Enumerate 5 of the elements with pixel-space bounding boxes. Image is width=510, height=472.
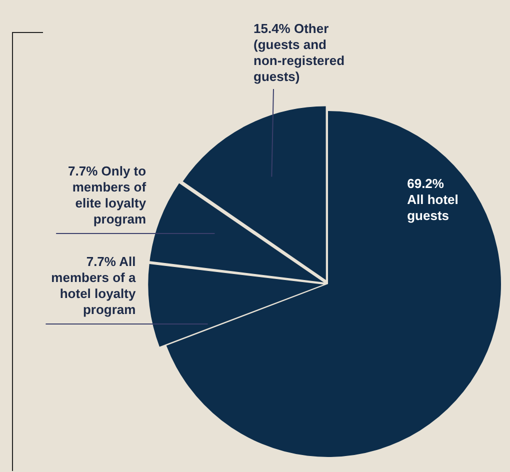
slice-label: 15.4% Other (guests and non-registered guests) <box>254 21 345 84</box>
slice-label: 7.7% All members of a hotel loyalty program <box>51 254 136 318</box>
data-label: 69.2% <box>407 176 444 192</box>
slice-label: All hotel guests <box>407 192 458 224</box>
slice-label: 7.7% Only to members of elite loyalty program <box>68 164 147 227</box>
